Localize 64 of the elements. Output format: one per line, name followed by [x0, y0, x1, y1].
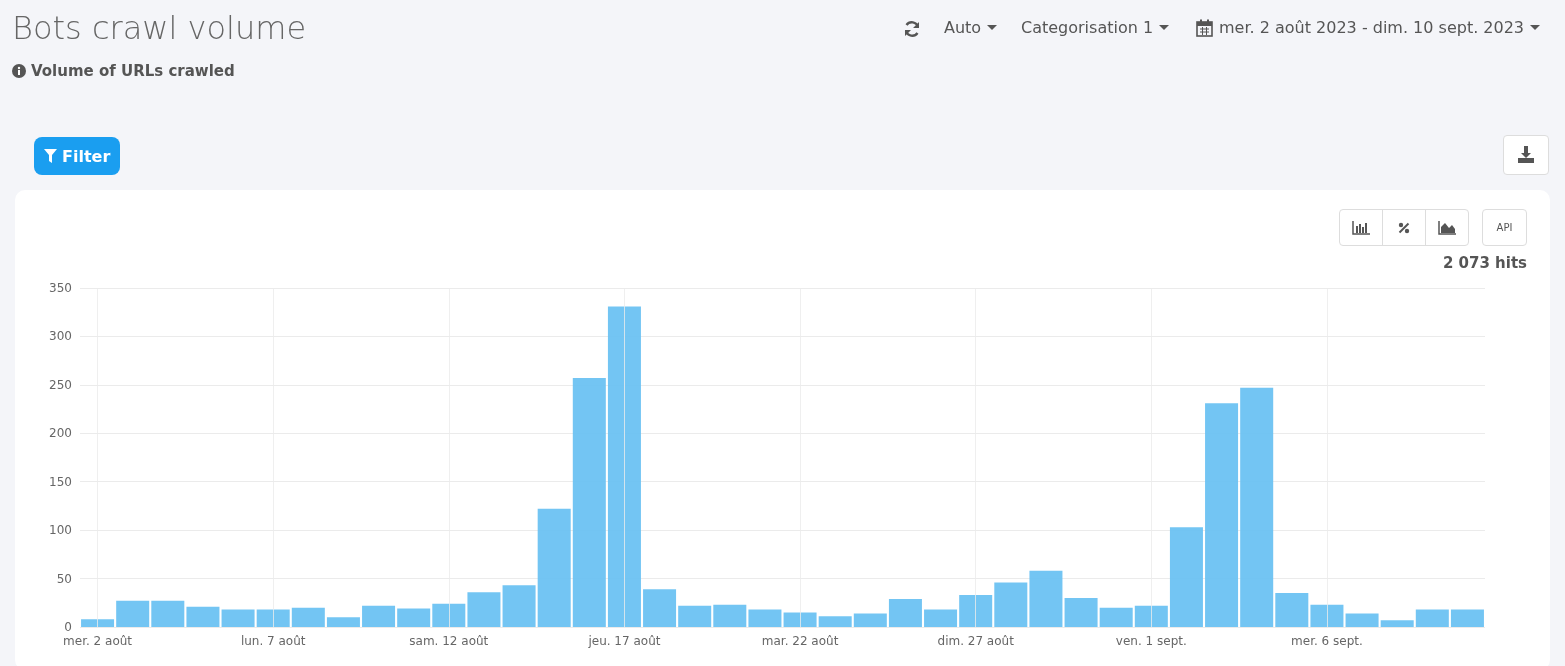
x-tick-label: sam. 12 août: [409, 634, 489, 648]
bar: [151, 600, 185, 627]
bar: [326, 617, 360, 627]
bar: [678, 605, 712, 627]
bar: [1380, 620, 1414, 627]
bar: [607, 306, 641, 627]
bar: [818, 616, 852, 627]
bar: [1064, 597, 1098, 627]
bar: [1169, 527, 1203, 627]
y-tick-label: 0: [64, 620, 72, 634]
x-tick-label: mar. 22 août: [761, 634, 839, 648]
bar: [1450, 609, 1484, 627]
bar: [502, 585, 536, 627]
bar: [783, 612, 817, 627]
bar: [1029, 570, 1063, 627]
bar: [748, 609, 782, 627]
bar: [1134, 605, 1168, 627]
bar: [713, 604, 747, 627]
bar: [291, 607, 325, 627]
bar: [1099, 607, 1133, 627]
bar: [186, 606, 220, 627]
bar: [1275, 593, 1309, 627]
bar: [537, 508, 571, 627]
text: 2 073 hits: [1442, 254, 1527, 272]
bar: [1310, 604, 1344, 627]
y-tick-label: 100: [49, 523, 72, 538]
bar: [116, 600, 150, 627]
bar: [467, 592, 501, 627]
bar: [1415, 609, 1449, 627]
bar: [924, 609, 958, 627]
y-tick-label: 150: [49, 474, 72, 489]
bar: [362, 605, 396, 627]
bar: [853, 613, 887, 627]
x-tick-label: dim. 27 août: [937, 634, 1015, 648]
text: Categorisation 1: [1021, 18, 1154, 37]
bar: [1205, 403, 1239, 627]
y-tick-label: 300: [49, 329, 72, 344]
x-tick-label: lun. 7 août: [240, 634, 306, 648]
bar: [432, 603, 466, 627]
bar: [643, 589, 677, 627]
y-tick-label: 350: [49, 281, 72, 295]
x-tick-label: mer. 2 août: [63, 634, 133, 648]
chart-subtitle: Volume of URLs crawled: [31, 62, 235, 80]
bar: [994, 582, 1028, 627]
bar: [959, 595, 993, 627]
bar: [221, 609, 255, 627]
bar: [888, 598, 922, 627]
y-tick-label: 250: [49, 377, 72, 392]
y-tick-label: 200: [49, 426, 72, 441]
text: Filter: [62, 146, 111, 166]
bar: [256, 609, 290, 627]
x-tick-label: mer. 6 sept.: [1291, 634, 1363, 648]
text: API: [1482, 209, 1527, 246]
bar: [1345, 613, 1379, 627]
text: Auto: [944, 18, 982, 37]
y-tick-label: 50: [56, 571, 72, 586]
bar: [572, 378, 606, 627]
chart-title: Bots crawl volume: [12, 9, 307, 47]
bar: [1240, 387, 1274, 627]
x-tick-label: jeu. 17 août: [587, 634, 661, 648]
bar: [81, 619, 115, 627]
x-tick-label: ven. 1 sept.: [1115, 634, 1187, 648]
text: mer. 2 août 2023 - dim. 10 sept. 2023: [1219, 18, 1525, 37]
bar: [397, 608, 431, 627]
